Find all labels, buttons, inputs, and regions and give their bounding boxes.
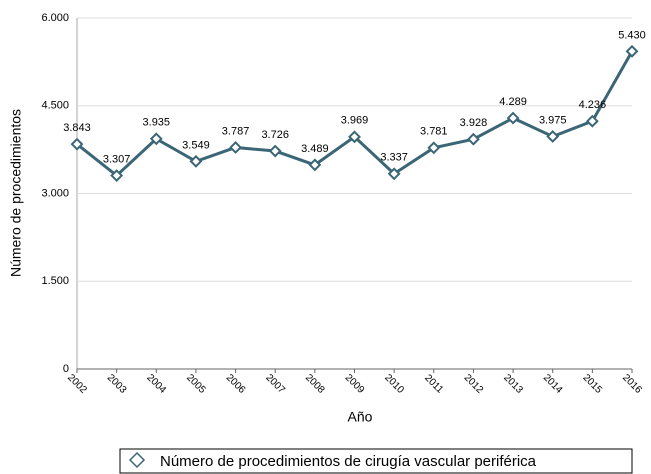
marker [387, 167, 401, 181]
y-tick-label: 4.500 [41, 100, 69, 112]
data-label: 3.726 [261, 129, 289, 141]
x-tick-label: 2005 [184, 372, 208, 396]
data-label: 3.781 [420, 126, 448, 138]
data-label: 3.928 [460, 117, 488, 129]
x-tick-label: 2016 [620, 372, 644, 396]
x-tick-label: 2003 [105, 372, 129, 396]
data-label: 4.289 [499, 96, 527, 108]
marker [149, 132, 163, 146]
legend-marker [128, 451, 146, 469]
x-tick-label: 2012 [462, 372, 486, 396]
x-axis-label: Año [348, 409, 373, 425]
data-label: 3.843 [63, 122, 91, 134]
data-label: 5.430 [618, 29, 646, 41]
x-tick-label: 2015 [581, 372, 605, 396]
data-label: 3.337 [380, 152, 408, 164]
x-tick-label: 2006 [224, 372, 248, 396]
marker [625, 44, 639, 58]
x-tick-label: 2014 [541, 372, 565, 396]
data-label: 3.307 [103, 153, 131, 165]
marker [467, 132, 480, 146]
data-label: 3.969 [341, 115, 369, 127]
legend-label: Número de procedimientos de cirugía vasc… [160, 453, 537, 470]
marker [229, 141, 242, 154]
data-label: 3.975 [539, 114, 567, 126]
x-tick-label: 2013 [501, 372, 525, 396]
data-label: 4.236 [579, 99, 607, 111]
y-tick-label: 0 [63, 363, 69, 375]
y-axis-label: Número de procedimientos [8, 109, 24, 277]
x-tick-label: 2004 [144, 372, 168, 396]
marker [585, 114, 599, 128]
y-tick-label: 3.000 [41, 187, 69, 199]
marker [70, 137, 84, 151]
x-tick-label: 2011 [422, 373, 445, 396]
marker [110, 169, 124, 182]
data-label: 3.787 [222, 125, 250, 137]
marker [348, 130, 361, 144]
x-tick-label: 2010 [382, 372, 406, 396]
marker [427, 141, 441, 155]
y-tick-label: 1.500 [41, 275, 69, 287]
marker [506, 111, 520, 125]
marker [268, 144, 282, 158]
marker [189, 154, 203, 168]
marker [308, 158, 322, 172]
data-label: 3.549 [182, 139, 210, 151]
x-tick-label: 2002 [65, 372, 89, 396]
x-tick-label: 2007 [263, 372, 287, 396]
data-label: 3.935 [143, 117, 171, 129]
marker [546, 130, 560, 143]
x-tick-label: 2008 [303, 372, 327, 396]
data-label: 3.489 [301, 143, 329, 155]
legend-box [119, 448, 633, 474]
y-tick-label: 6.000 [41, 12, 69, 24]
x-tick-label: 2009 [343, 372, 367, 396]
